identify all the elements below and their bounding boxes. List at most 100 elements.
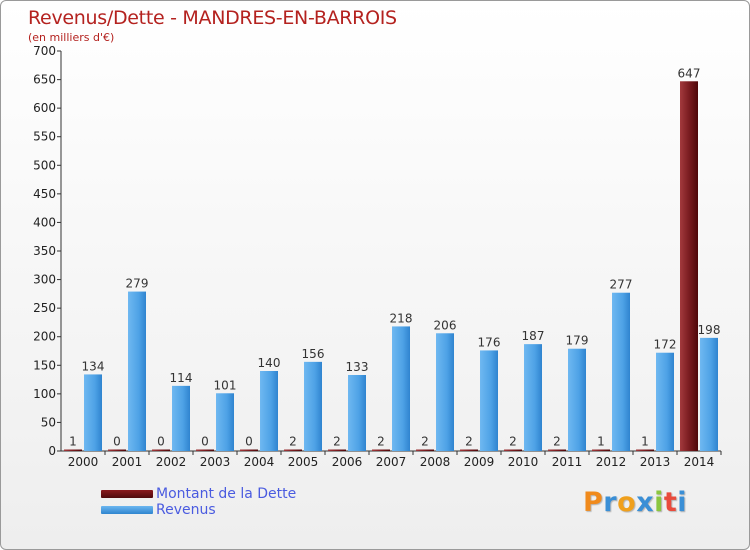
dette-value-label: 0 [113,435,121,449]
y-tick-label: 0 [48,444,56,458]
legend-label-revenus: Revenus [156,502,216,518]
logo-letter: i [677,487,688,518]
dette-bar [504,449,522,451]
revenus-bar [172,385,190,451]
dette-bar [152,449,170,451]
dette-value-label: 2 [509,435,517,449]
dette-value-label: 2 [465,435,473,449]
dette-value-label: 2 [333,435,341,449]
x-tick-label: 2008 [420,455,451,469]
x-tick-label: 2013 [640,455,671,469]
revenus-bar [524,344,542,451]
logo-letter: r [603,487,618,518]
x-tick-label: 2012 [596,455,627,469]
dette-bar [64,449,82,451]
revenus-value-label: 114 [170,371,193,385]
revenus-value-label: 172 [654,338,677,352]
revenus-bar [260,371,278,451]
x-tick-label: 2006 [332,455,363,469]
dette-bar [240,449,258,451]
chart-title: Revenus/Dette - MANDRES-EN-BARROIS [28,7,397,29]
legend-swatch-dette [101,490,153,498]
revenus-value-label: 206 [434,318,457,332]
dette-bar [460,449,478,451]
y-tick-label: 650 [33,73,56,87]
dette-bar [196,449,214,451]
y-tick-label: 500 [33,158,56,172]
x-tick-label: 2005 [288,455,319,469]
dette-value-label: 647 [678,66,701,80]
dette-bar [284,449,302,451]
x-tick-label: 2002 [156,455,187,469]
y-tick-label: 600 [33,101,56,115]
revenus-bar [436,333,454,451]
y-tick-label: 200 [33,330,56,344]
dette-bar [548,449,566,451]
revenus-value-label: 101 [214,378,237,392]
revenus-value-label: 133 [346,360,369,374]
proxiti-logo: Proxiti [583,487,687,518]
revenus-value-label: 187 [522,329,545,343]
y-tick-label: 150 [33,358,56,372]
x-tick-label: 2010 [508,455,539,469]
legend-label-dette: Montant de la Dette [156,486,297,502]
logo-letter: o [617,487,637,518]
logo-letter: P [583,487,604,518]
revenus-bar [216,393,234,451]
revenus-value-label: 176 [478,335,501,349]
dette-value-label: 2 [553,435,561,449]
revenus-bar [348,375,366,451]
revenus-value-label: 179 [566,334,589,348]
y-tick-label: 50 [41,415,56,429]
chart-subtitle: (en milliers d'€) [28,31,115,44]
revenus-bar [128,291,146,451]
revenus-bar [392,326,410,451]
x-tick-label: 2003 [200,455,231,469]
y-tick-label: 400 [33,215,56,229]
revenus-bar [480,350,498,451]
logo-letter: x [636,487,655,518]
revenus-value-label: 156 [302,347,325,361]
revenus-value-label: 198 [698,323,721,337]
x-tick-label: 2009 [464,455,495,469]
revenus-value-label: 218 [390,311,413,325]
y-tick-label: 550 [33,130,56,144]
dette-value-label: 2 [289,435,297,449]
dette-value-label: 0 [245,435,253,449]
revenus-bar [568,348,586,451]
x-tick-label: 2007 [376,455,407,469]
x-tick-label: 2004 [244,455,275,469]
dette-bar [680,81,698,452]
revenus-value-label: 277 [610,278,633,292]
dette-bar [108,449,126,451]
revenus-value-label: 140 [258,356,281,370]
x-tick-label: 2014 [684,455,715,469]
y-tick-label: 350 [33,244,56,258]
revenus-bar [700,337,718,451]
revenus-bar [612,292,630,451]
dette-value-label: 2 [421,435,429,449]
y-tick-label: 450 [33,187,56,201]
y-tick-label: 300 [33,273,56,287]
dette-value-label: 1 [597,435,605,449]
dette-value-label: 1 [69,435,77,449]
y-tick-label: 250 [33,301,56,315]
legend-swatch-revenus [101,506,153,514]
revenus-bar [84,374,102,451]
dette-value-label: 0 [201,435,209,449]
revenus-value-label: 279 [126,277,149,291]
dette-bar [636,449,654,451]
dette-value-label: 0 [157,435,165,449]
revenus-bar [656,352,674,451]
dette-value-label: 2 [377,435,385,449]
logo-letter: i [654,487,664,518]
dette-bar [416,449,434,451]
x-tick-label: 2000 [68,455,99,469]
x-tick-label: 2011 [552,455,583,469]
x-tick-label: 2001 [112,455,143,469]
dette-bar [372,449,390,451]
revenus-bar [304,361,322,451]
revenus-value-label: 134 [82,359,105,373]
